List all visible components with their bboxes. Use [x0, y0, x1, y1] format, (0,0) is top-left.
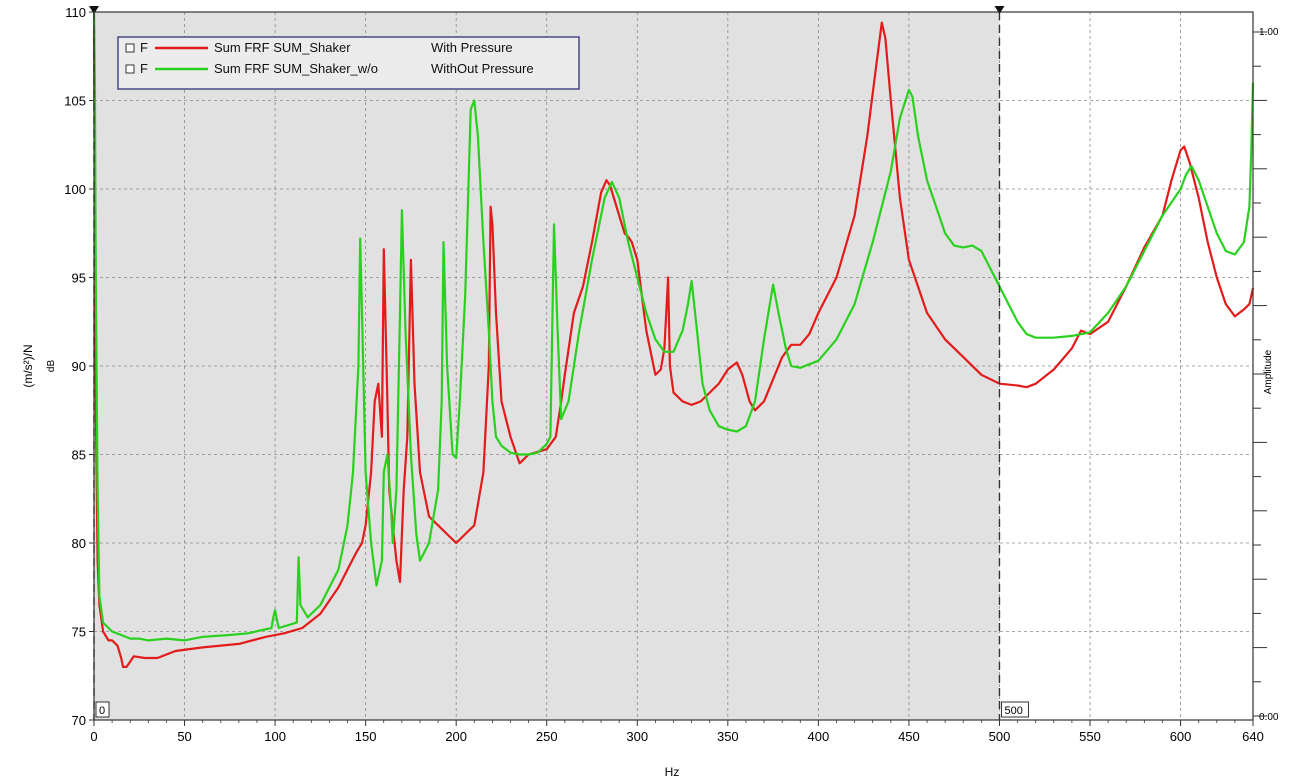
series-line-2: [92, 11, 1255, 642]
legend-marker-2: F: [140, 61, 148, 76]
legend-name-1: Sum FRF SUM_Shaker: [214, 40, 351, 55]
y-tick-label: 100: [64, 182, 86, 197]
cursor-label-box-2: [1000, 701, 1029, 718]
legend-name-2: Sum FRF SUM_Shaker_w/o: [214, 61, 378, 76]
x-tick-label: 350: [717, 729, 739, 744]
y-tick-label: 85: [72, 448, 86, 463]
series-line-1: [92, 21, 1255, 669]
x-tick-label: 500: [989, 729, 1011, 744]
legend-checkbox-2[interactable]: [125, 64, 135, 74]
cursor-handle-1[interactable]: [89, 6, 99, 14]
x-axis-title: Hz: [665, 765, 680, 779]
series-group: [92, 11, 1255, 669]
legend-description-2: WithOut Pressure: [431, 61, 534, 76]
y-axis-title: (m/s²)/N: [21, 344, 35, 387]
x-tick-label: 50: [177, 729, 191, 744]
right-axis-title: Amplitude: [1263, 349, 1274, 394]
x-tick-label: 100: [264, 729, 286, 744]
y-tick-label: 70: [72, 713, 86, 728]
legend-marker-1: F: [140, 40, 148, 55]
legend-description-1: With Pressure: [431, 40, 513, 55]
legend-checkbox-1[interactable]: [125, 43, 135, 53]
y-tick-label: 80: [72, 536, 86, 551]
legend-box: [117, 36, 580, 90]
x-tick-label: 0: [90, 729, 97, 744]
y-axis-unit: dB: [46, 360, 57, 373]
x-tick-label: 400: [808, 729, 830, 744]
x-tick-label: 640: [1242, 729, 1264, 744]
x-tick-label: 250: [536, 729, 558, 744]
right-axis: 1.00 0.00: [1253, 27, 1279, 723]
y-axis: 70 75 80 85 90 95 100 105 110: [64, 5, 94, 728]
x-tick-label: 150: [355, 729, 377, 744]
cursor-label-box-1: [95, 701, 110, 718]
y-tick-label: 110: [65, 5, 86, 20]
right-axis-tick-label: 0.00: [1259, 712, 1279, 723]
cursor-handle-2[interactable]: [994, 6, 1005, 14]
y-tick-label: 105: [64, 94, 86, 109]
y-tick-label: 75: [72, 625, 86, 640]
x-tick-label: 300: [626, 729, 648, 744]
cursor-label-2: 500: [1004, 705, 1022, 717]
right-axis-tick-label: 1.00: [1259, 27, 1279, 38]
legend: F Sum FRF SUM_Shaker With Pressure F Sum FRF…: [117, 36, 580, 90]
x-axis: 0 50 100 150 200 250 300 350 400 450 500 550 600 640: [90, 720, 1264, 744]
x-tick-label: 600: [1170, 729, 1192, 744]
x-tick-label: 200: [445, 729, 467, 744]
x-tick-label: 450: [898, 729, 920, 744]
cursor-label-1: 0: [99, 705, 105, 717]
y-tick-label: 90: [72, 359, 86, 374]
y-tick-label: 95: [72, 271, 86, 286]
x-tick-label: 550: [1079, 729, 1101, 744]
